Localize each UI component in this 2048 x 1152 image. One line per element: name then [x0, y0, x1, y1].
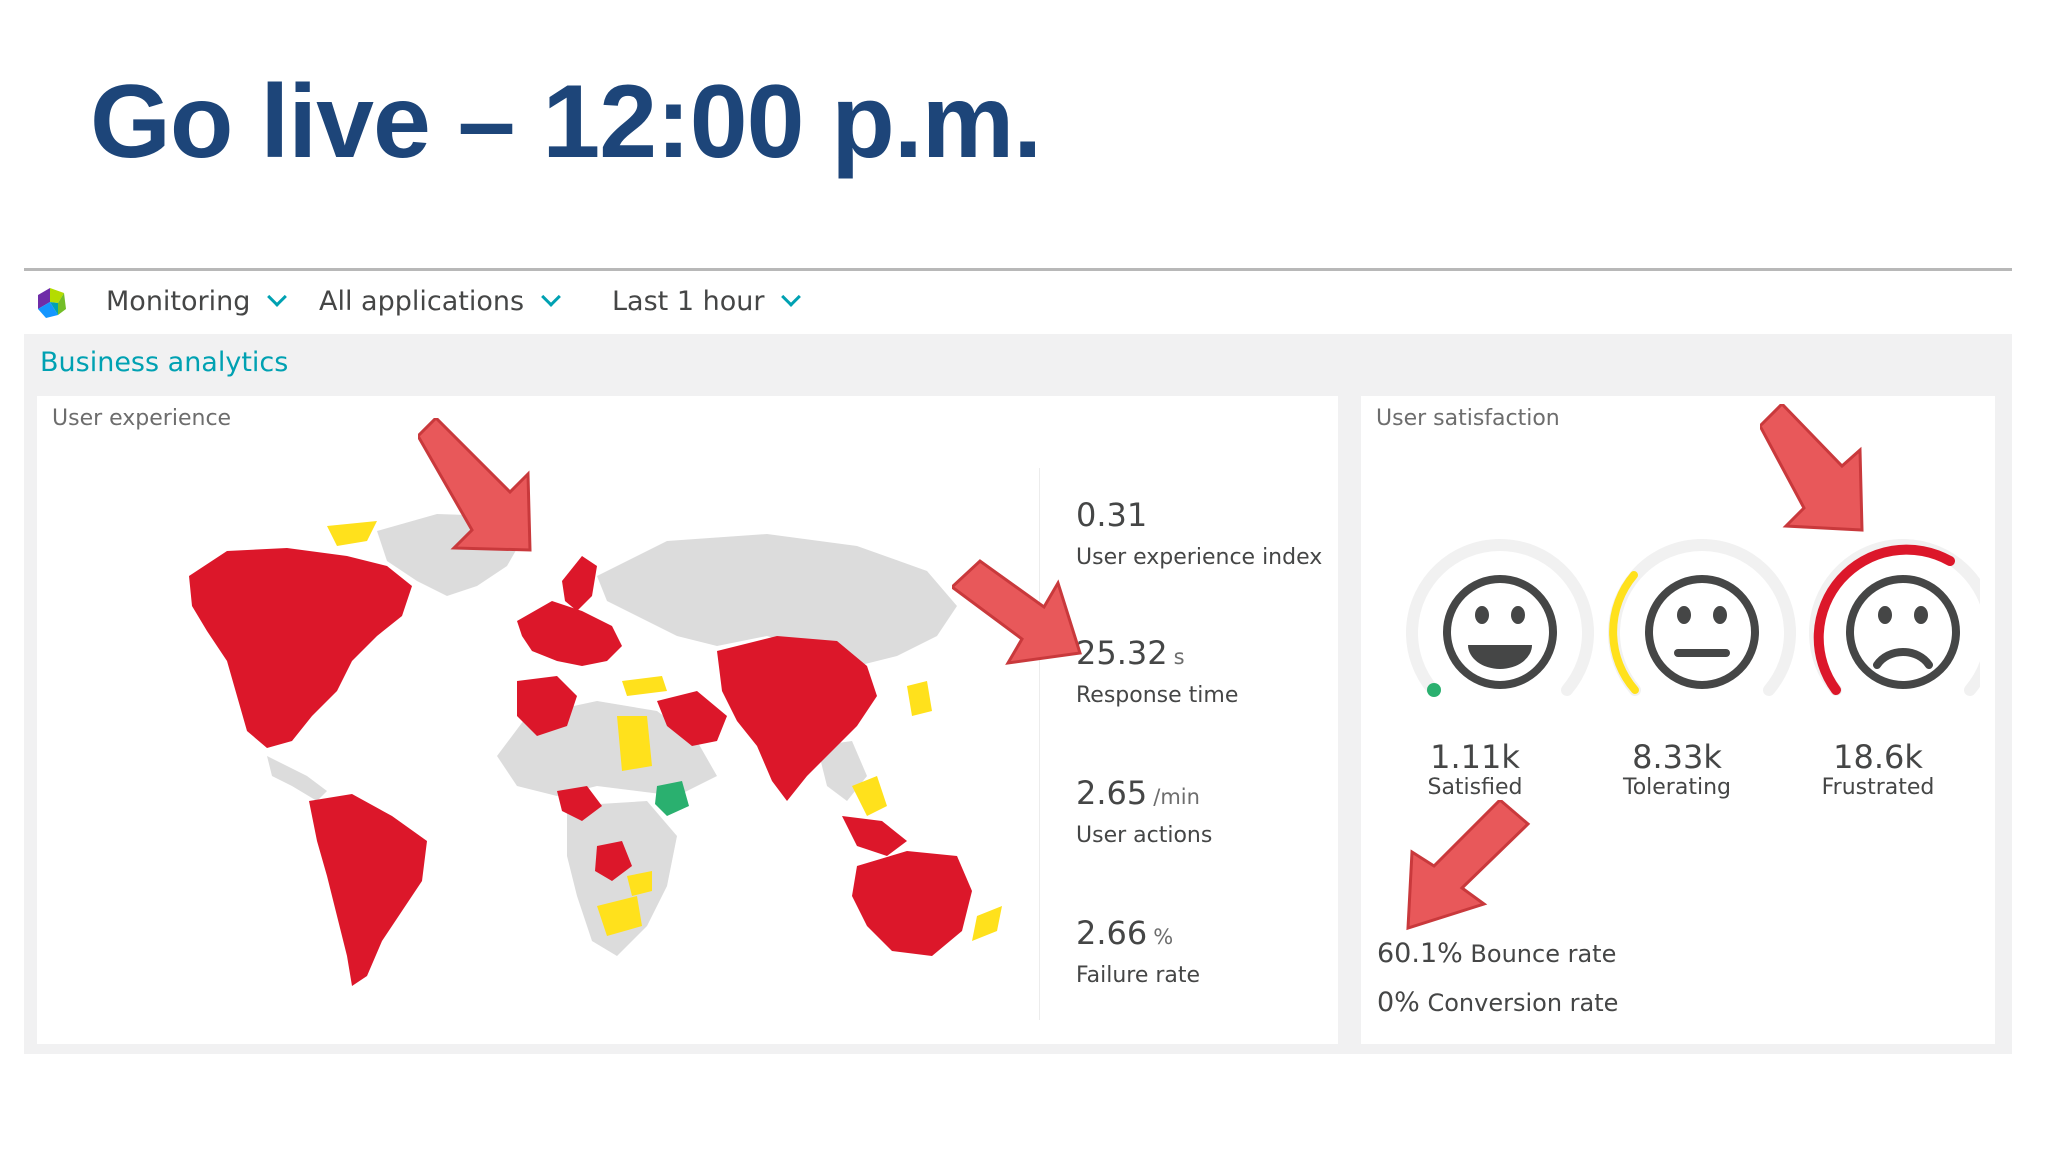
central-america-gray-shape — [267, 756, 327, 801]
tolerating-gauge-fill — [1609, 571, 1639, 694]
africa-south-gray-shape — [567, 801, 677, 956]
user-actions-metric[interactable]: 2.65/min User actions — [1076, 773, 1212, 851]
smiley-happy-icon — [1443, 575, 1557, 689]
slide-title: Go live – 12:00 p.m. — [90, 64, 1042, 180]
conversion-rate-label: Conversion rate — [1427, 989, 1619, 1017]
metric-unit: s — [1173, 645, 1185, 669]
frustrated-count: 18.6k — [1833, 738, 1923, 776]
angola-shape — [595, 841, 632, 881]
metrics-divider — [1039, 468, 1040, 1020]
metric-unit: /min — [1153, 785, 1200, 809]
north-africa-shape — [517, 676, 577, 736]
map-gray-landmass — [267, 514, 957, 956]
metric-label: Response time — [1076, 683, 1239, 708]
mediterranean-yellow-shape — [622, 676, 667, 696]
bounce-rate[interactable]: 60.1% Bounce rate — [1377, 938, 1616, 970]
applications-filter-label: All applications — [319, 286, 525, 317]
arabia-shape — [657, 691, 727, 746]
frustrated-gauge[interactable] — [1809, 538, 1980, 696]
pacific-yellow-shape — [907, 681, 932, 716]
smiley-sad-icon — [1846, 575, 1960, 689]
metric-value: 0.31 — [1076, 496, 1148, 534]
world-map[interactable] — [77, 486, 1012, 996]
timeframe-selector-dropdown[interactable]: Last 1 hour — [612, 284, 802, 320]
tolerating-label: Tolerating — [1623, 775, 1731, 800]
monitoring-menu-dropdown[interactable]: Monitoring — [106, 284, 288, 320]
north-america-shape — [189, 548, 412, 748]
user-satisfaction-tile[interactable]: User satisfaction — [1361, 396, 1995, 1044]
south-america-shape — [309, 794, 427, 986]
topbar-divider — [24, 268, 2012, 271]
top-navigation-bar: Monitoring All applications Last 1 hour — [24, 271, 2012, 334]
applications-filter-dropdown[interactable]: All applications — [319, 284, 561, 320]
satisfied-label: Satisfied — [1427, 775, 1523, 800]
metric-label: User actions — [1076, 823, 1213, 848]
metric-value: 2.66 — [1076, 914, 1148, 952]
east-africa-green-shape — [655, 781, 689, 816]
bounce-rate-label: Bounce rate — [1470, 940, 1617, 968]
user-experience-title: User experience — [52, 406, 232, 431]
metric-label: Failure rate — [1076, 963, 1201, 988]
canada-north-yellow-shape — [327, 521, 377, 546]
east-africa-yellow-shape — [627, 871, 652, 896]
metric-unit: % — [1153, 925, 1174, 949]
australia-shape — [852, 851, 972, 956]
europe-shape — [517, 601, 622, 666]
tolerating-count: 8.33k — [1632, 738, 1722, 776]
satisfied-count: 1.11k — [1430, 738, 1520, 776]
indonesia-shape — [842, 816, 907, 856]
monitoring-menu-label: Monitoring — [106, 286, 251, 317]
tolerating-gauge[interactable] — [1608, 538, 1796, 696]
southeast-asia-yellow-shape — [852, 776, 887, 816]
map-red-countries — [189, 548, 972, 986]
frustrated-label: Frustrated — [1821, 775, 1935, 800]
sahara-yellow-shape — [617, 716, 652, 771]
timeframe-selector-label: Last 1 hour — [612, 286, 765, 317]
satisfied-gauge[interactable] — [1406, 538, 1594, 697]
chevron-down-icon — [267, 287, 288, 307]
conversion-rate-value: 0% — [1377, 987, 1420, 1018]
chevron-down-icon — [781, 287, 802, 307]
metric-label: User experience index — [1076, 545, 1323, 570]
response-time-metric[interactable]: 25.32 s Response time — [1076, 633, 1238, 711]
smiley-neutral-icon — [1645, 575, 1759, 689]
satisfaction-gauges — [1406, 538, 1980, 697]
user-experience-index-metric[interactable]: 0.31 User experience index — [1076, 495, 1322, 573]
failure-rate-metric[interactable]: 2.66% Failure rate — [1076, 913, 1200, 991]
central-africa-red-shape — [557, 786, 602, 821]
business-analytics-heading[interactable]: Business analytics — [40, 347, 289, 378]
dynatrace-logo-icon[interactable] — [34, 285, 70, 321]
scandinavia-shape — [562, 556, 597, 611]
metric-value: 25.32 — [1076, 634, 1168, 672]
new-zealand-yellow-shape — [972, 906, 1002, 941]
chevron-down-icon — [541, 287, 561, 307]
metric-value: 2.65 — [1076, 774, 1148, 812]
user-satisfaction-title: User satisfaction — [1376, 406, 1560, 431]
russia-asia-shape — [597, 534, 957, 666]
conversion-rate[interactable]: 0% Conversion rate — [1377, 987, 1618, 1019]
satisfied-gauge-fill — [1427, 683, 1441, 697]
asia-red-shape — [717, 636, 877, 801]
southern-africa-yellow-shape — [597, 896, 642, 936]
bounce-rate-value: 60.1% — [1377, 938, 1463, 969]
map-yellow-countries — [327, 521, 1002, 941]
user-experience-tile[interactable]: User experience — [37, 396, 1338, 1044]
frustrated-gauge-fill — [1813, 544, 1955, 695]
